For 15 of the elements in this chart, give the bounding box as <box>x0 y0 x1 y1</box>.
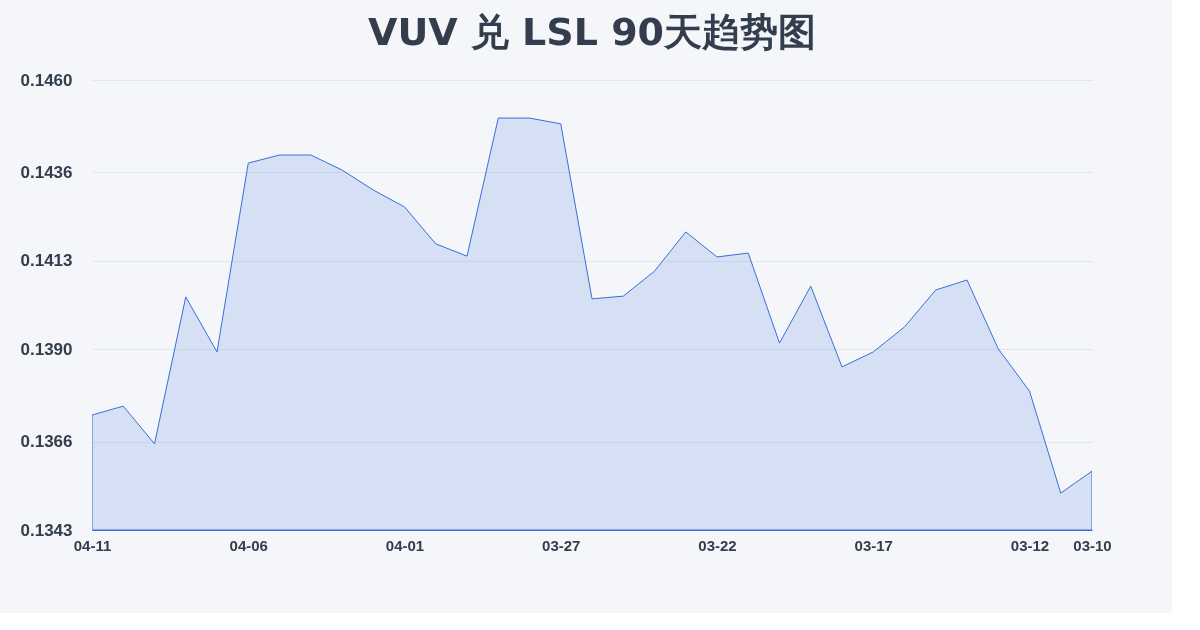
y-tick-label: 0.1460 <box>20 70 73 90</box>
y-tick-label: 0.1390 <box>20 339 73 359</box>
x-tick-label: 04-11 <box>73 536 112 554</box>
y-tick-label: 0.1413 <box>20 251 73 271</box>
y-tick-label: 0.1436 <box>20 162 73 182</box>
x-tick-label: 04-06 <box>229 536 268 554</box>
x-tick-label: 04-01 <box>385 536 425 554</box>
y-tick-label: 0.1366 <box>20 432 73 452</box>
x-tick-label: 03-27 <box>542 536 581 554</box>
x-tick-label: 03-22 <box>698 536 737 554</box>
x-tick-label: 03-12 <box>1010 536 1050 554</box>
x-tick-label: 03-17 <box>854 536 893 554</box>
chart-title: VUV 兑 LSL 90天趋势图 <box>367 10 817 54</box>
y-tick-label: 0.1343 <box>20 520 73 540</box>
x-tick-label: 03-10 <box>1073 536 1112 554</box>
